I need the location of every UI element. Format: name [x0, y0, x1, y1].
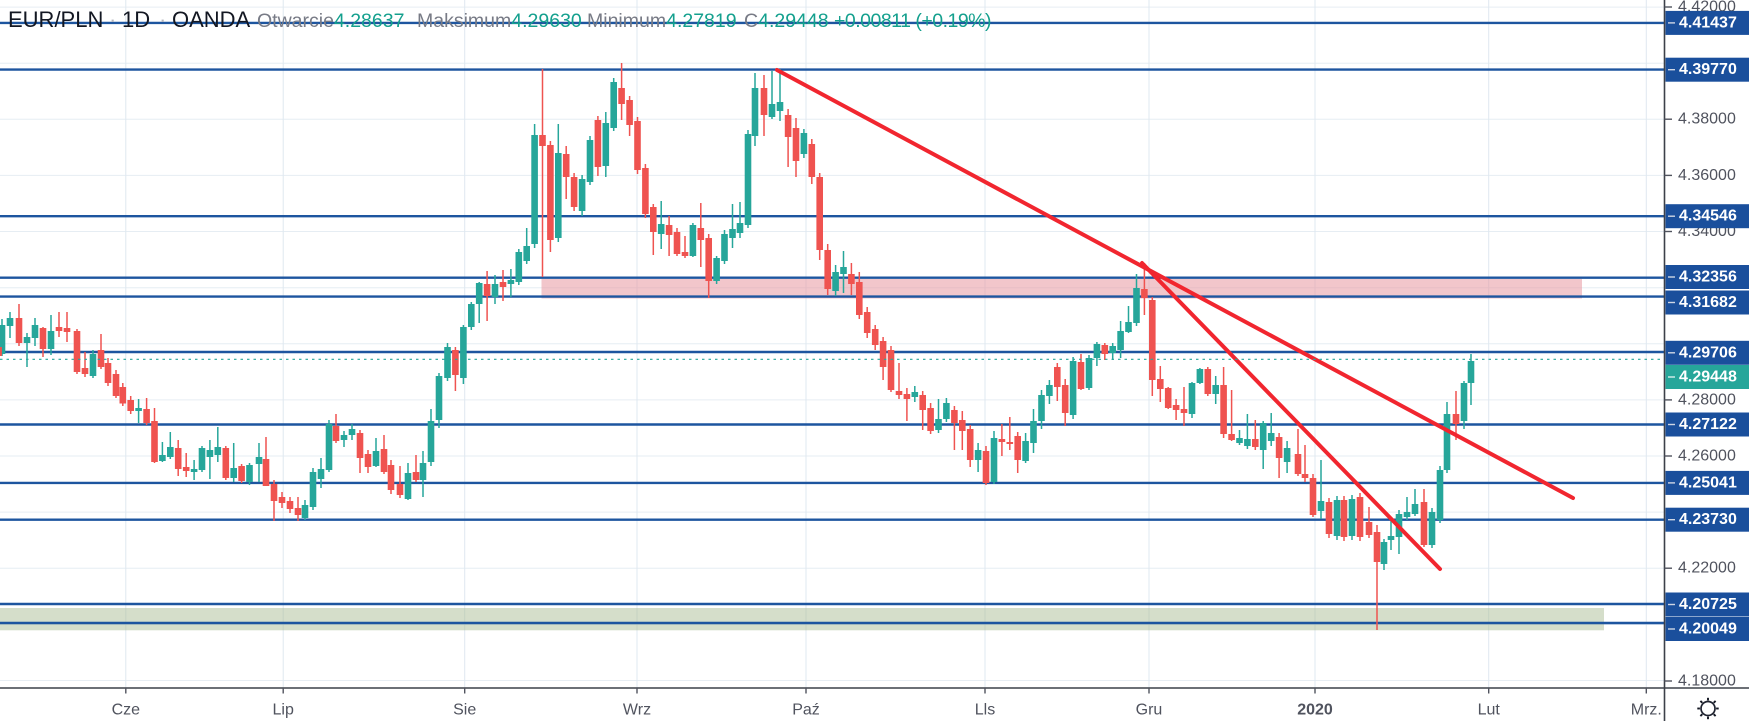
svg-text:4.28000: 4.28000 — [1678, 391, 1736, 408]
svg-text:Lls: Lls — [975, 702, 995, 719]
svg-text:2020: 2020 — [1297, 702, 1333, 719]
svg-text:4.20049: 4.20049 — [1679, 621, 1737, 638]
svg-text:Wrz: Wrz — [623, 702, 651, 719]
svg-text:4.29448: 4.29448 — [1679, 369, 1737, 386]
svg-text:4.38000: 4.38000 — [1678, 111, 1736, 128]
svg-text:4.18000: 4.18000 — [1678, 673, 1736, 690]
svg-text:Lut: Lut — [1478, 702, 1501, 719]
svg-text:4.23730: 4.23730 — [1679, 511, 1737, 528]
svg-text:4.22000: 4.22000 — [1678, 560, 1736, 577]
svg-text:Paź: Paź — [792, 702, 820, 719]
svg-text:4.32356: 4.32356 — [1679, 269, 1737, 286]
svg-text:4.20725: 4.20725 — [1679, 596, 1737, 613]
svg-text:4.34546: 4.34546 — [1679, 208, 1737, 225]
svg-text:4.25041: 4.25041 — [1679, 474, 1737, 491]
svg-text:Lip: Lip — [273, 702, 294, 719]
svg-text:4.41437: 4.41437 — [1679, 14, 1737, 31]
svg-text:4.36000: 4.36000 — [1678, 167, 1736, 184]
svg-text:4.39770: 4.39770 — [1679, 61, 1737, 78]
svg-text:Sie: Sie — [453, 702, 476, 719]
svg-text:4.26000: 4.26000 — [1678, 448, 1736, 465]
svg-text:4.27122: 4.27122 — [1679, 416, 1737, 433]
svg-text:4.29706: 4.29706 — [1679, 344, 1737, 361]
svg-text:Cze: Cze — [112, 702, 141, 719]
svg-text:Gru: Gru — [1136, 702, 1163, 719]
svg-text:Mrz.: Mrz. — [1631, 702, 1662, 719]
svg-text:4.31682: 4.31682 — [1679, 294, 1737, 311]
